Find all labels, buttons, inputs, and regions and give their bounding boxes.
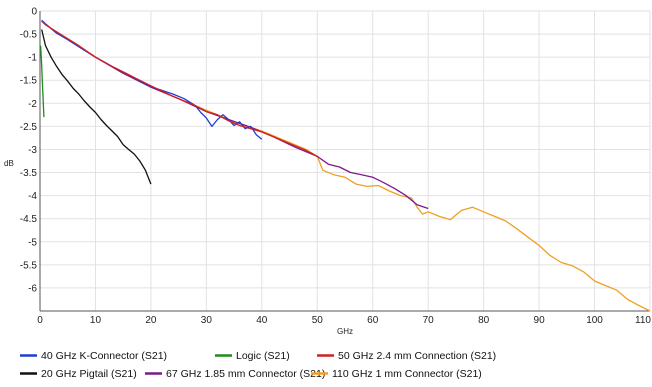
y-tick-label: -3.5 — [20, 168, 38, 179]
legend-label: Logic (S21) — [236, 350, 290, 362]
grid — [39, 10, 651, 311]
series-line — [41, 20, 318, 157]
y-tick-label: -1.5 — [20, 76, 38, 87]
y-tick-labels: 0 -0.5 -1 -1.5 -2 -2.5 -3 -3.5 -4 -4.5 -5 -5.5 -6 — [20, 7, 38, 295]
plot-area — [40, 11, 650, 311]
y-tick-label: -1 — [28, 53, 37, 64]
series-line — [41, 29, 152, 185]
y-tick-label: -5.5 — [20, 260, 38, 271]
x-axis-title: GHz — [337, 327, 353, 336]
legend: 40 GHz K-Connector (S21) Logic (S21) 50 GH… — [20, 350, 496, 380]
x-tick-labels: 0 10 20 30 40 50 60 70 80 90 100 110 — [37, 315, 651, 326]
y-axis-title: dB — [4, 159, 14, 168]
x-tick-label: 70 — [423, 315, 435, 326]
series-line — [39, 45, 45, 118]
y-tick-label: -3 — [28, 145, 37, 156]
x-tick-label: 30 — [201, 315, 213, 326]
x-tick-label: 10 — [90, 315, 102, 326]
x-tick-label: 20 — [145, 315, 157, 326]
legend-label: 50 GHz 2.4 mm Connection (S21) — [338, 350, 496, 362]
series-lines — [39, 19, 651, 312]
x-tick-label: 60 — [367, 315, 379, 326]
x-tick-label: 110 — [635, 315, 651, 326]
y-tick-label: -0.5 — [20, 30, 38, 41]
y-tick-label: -4 — [28, 191, 37, 202]
y-tick-label: -2 — [28, 99, 37, 110]
legend-label: 67 GHz 1.85 mm Connector (S21) — [166, 368, 325, 380]
y-tick-label: -5 — [28, 237, 37, 248]
legend-label: 40 GHz K-Connector (S21) — [41, 350, 167, 362]
legend-label: 110 GHz 1 mm Connector (S21) — [332, 368, 482, 380]
x-tick-label: 100 — [586, 315, 603, 326]
x-tick-label: 50 — [312, 315, 324, 326]
y-tick-label: -6 — [28, 283, 37, 294]
x-tick-label: 0 — [37, 315, 43, 326]
y-tick-label: -4.5 — [20, 214, 38, 225]
axes — [39, 11, 650, 312]
y-tick-label: 0 — [31, 7, 37, 18]
y-tick-label: -2.5 — [20, 122, 38, 133]
x-tick-label: 90 — [534, 315, 546, 326]
x-tick-label: 80 — [478, 315, 490, 326]
x-tick-label: 40 — [256, 315, 268, 326]
legend-label: 20 GHz Pigtail (S21) — [41, 368, 137, 380]
